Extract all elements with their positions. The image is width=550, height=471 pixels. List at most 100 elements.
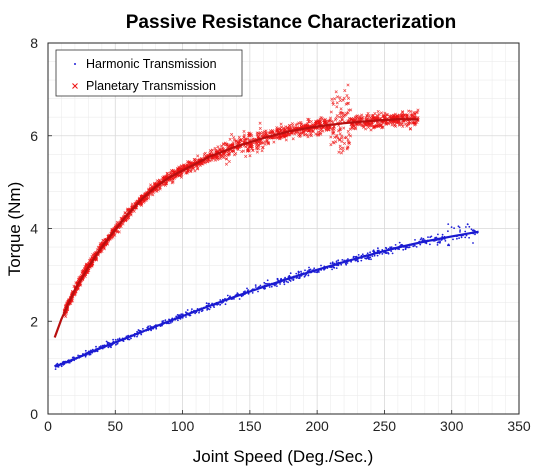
planetary-point bbox=[116, 230, 120, 234]
planetary-point bbox=[291, 137, 295, 141]
planetary-point bbox=[371, 126, 376, 130]
x-tick-label: 50 bbox=[107, 418, 123, 434]
harmonic-point bbox=[335, 267, 338, 269]
harmonic-point bbox=[447, 223, 450, 226]
harmonic-point bbox=[283, 280, 286, 283]
harmonic-point bbox=[60, 365, 63, 367]
planetary-point bbox=[251, 148, 255, 152]
planetary-point bbox=[328, 116, 333, 120]
planetary-point bbox=[255, 144, 260, 148]
harmonic-point bbox=[414, 245, 416, 247]
planetary-point bbox=[346, 145, 350, 149]
planetary-point bbox=[242, 135, 246, 139]
planetary-point bbox=[335, 95, 340, 99]
planetary-point bbox=[339, 151, 344, 155]
planetary-point bbox=[331, 140, 335, 144]
planetary-point bbox=[397, 113, 401, 117]
harmonic-point bbox=[89, 353, 92, 356]
planetary-point bbox=[366, 111, 370, 115]
planetary-point bbox=[296, 131, 300, 135]
planetary-point bbox=[261, 145, 265, 149]
harmonic-point bbox=[128, 338, 131, 341]
planetary-point bbox=[210, 156, 214, 160]
planetary-point bbox=[405, 113, 409, 118]
planetary-point bbox=[338, 96, 342, 100]
harmonic-point bbox=[206, 309, 209, 311]
harmonic-point bbox=[376, 254, 379, 257]
x-tick-label: 200 bbox=[305, 418, 329, 434]
planetary-point bbox=[376, 124, 380, 129]
planetary-point bbox=[401, 110, 405, 114]
harmonic-point bbox=[264, 282, 267, 285]
harmonic-point bbox=[406, 246, 409, 249]
harmonic-point bbox=[356, 260, 359, 263]
planetary-point bbox=[173, 169, 177, 173]
planetary-point bbox=[154, 188, 158, 192]
planetary-point bbox=[329, 110, 333, 114]
planetary-point bbox=[342, 126, 346, 130]
planetary-point bbox=[236, 147, 240, 152]
planetary-point bbox=[326, 128, 330, 132]
planetary-point bbox=[224, 162, 229, 166]
planetary-point bbox=[338, 144, 342, 148]
harmonic-point bbox=[378, 249, 380, 252]
planetary-point bbox=[208, 149, 212, 153]
planetary-point bbox=[376, 109, 380, 114]
planetary-point bbox=[189, 169, 193, 173]
planetary-point bbox=[377, 112, 381, 117]
planetary-point bbox=[381, 125, 385, 129]
planetary-point bbox=[393, 112, 397, 116]
planetary-point bbox=[345, 94, 349, 98]
harmonic-point bbox=[136, 330, 139, 333]
x-tick-label: 350 bbox=[507, 418, 531, 434]
planetary-point bbox=[140, 201, 144, 205]
planetary-point bbox=[375, 124, 379, 128]
legend: Harmonic Transmission Planetary Transmis… bbox=[55, 49, 243, 97]
legend-marker-harmonic bbox=[74, 63, 76, 65]
planetary-point bbox=[234, 152, 238, 156]
planetary-point bbox=[346, 111, 350, 115]
harmonic-point bbox=[254, 284, 257, 286]
harmonic-point bbox=[372, 249, 375, 252]
planetary-point bbox=[300, 125, 304, 129]
planetary-point bbox=[338, 132, 342, 136]
planetary-point bbox=[123, 211, 127, 215]
x-tick-label: 100 bbox=[171, 418, 195, 434]
planetary-point bbox=[310, 129, 314, 133]
harmonic-point bbox=[429, 236, 432, 239]
harmonic-point bbox=[389, 246, 391, 249]
planetary-point bbox=[242, 149, 246, 153]
harmonic-point bbox=[130, 337, 132, 340]
planetary-point bbox=[245, 149, 249, 153]
harmonic-point bbox=[297, 270, 300, 273]
harmonic-point bbox=[289, 280, 292, 282]
harmonic-point bbox=[313, 267, 316, 270]
harmonic-point bbox=[364, 257, 366, 260]
harmonic-point bbox=[367, 257, 370, 260]
harmonic-point bbox=[474, 233, 476, 236]
planetary-point bbox=[384, 122, 389, 126]
planetary-point bbox=[228, 137, 232, 141]
planetary-point bbox=[84, 262, 88, 266]
planetary-point bbox=[367, 123, 371, 127]
planetary-point bbox=[224, 154, 228, 158]
harmonic-point bbox=[381, 253, 384, 255]
harmonic-point bbox=[68, 361, 71, 364]
planetary-point bbox=[339, 107, 343, 111]
planetary-point bbox=[278, 135, 282, 139]
planetary-point bbox=[261, 141, 265, 145]
planetary-point bbox=[218, 157, 222, 161]
harmonic-point bbox=[180, 313, 183, 316]
planetary-point bbox=[330, 97, 334, 101]
harmonic-point bbox=[185, 316, 187, 318]
harmonic-point bbox=[56, 362, 59, 365]
y-tick-label: 4 bbox=[30, 221, 38, 237]
fit-curves bbox=[53, 117, 479, 368]
harmonic-point bbox=[209, 306, 212, 309]
planetary-point bbox=[179, 164, 183, 168]
planetary-point bbox=[333, 97, 337, 101]
harmonic-point bbox=[279, 283, 281, 285]
planetary-point bbox=[132, 209, 136, 213]
planetary-point bbox=[179, 175, 184, 179]
harmonic-point bbox=[194, 312, 197, 315]
